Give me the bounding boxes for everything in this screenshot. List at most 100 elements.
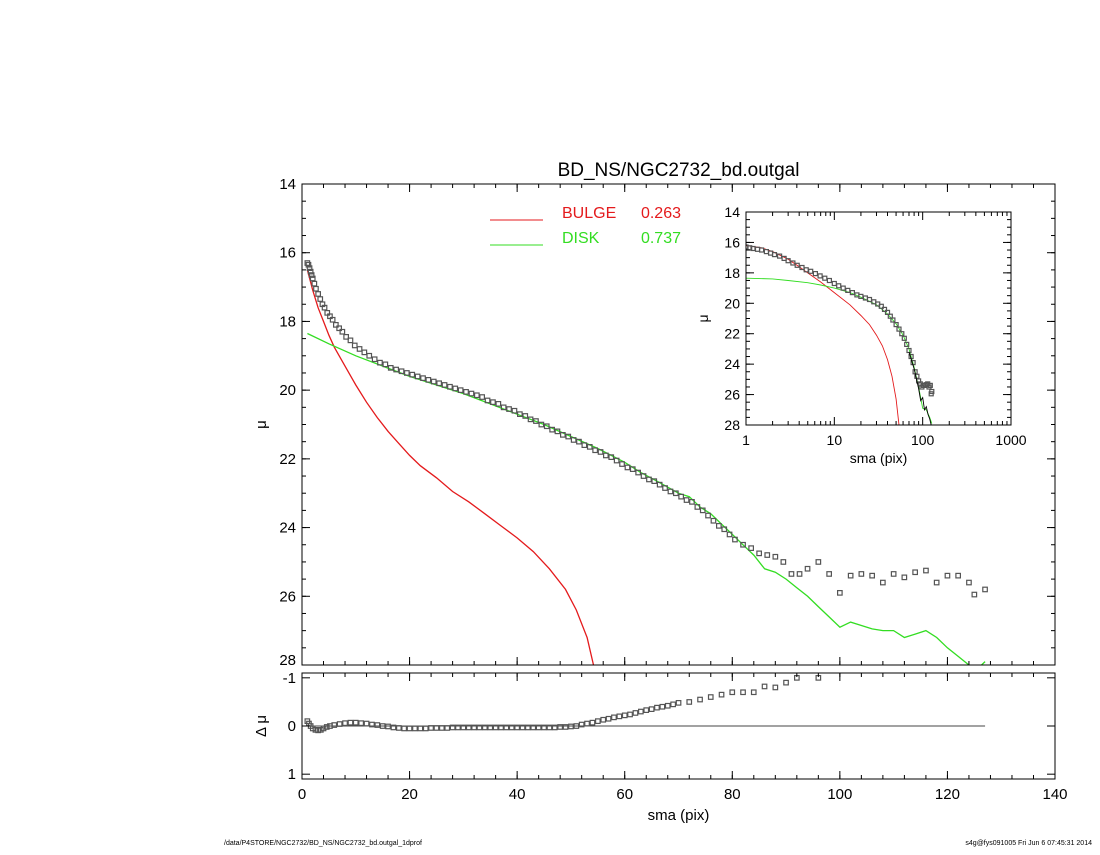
residual-point-43 — [508, 724, 515, 731]
main-point-80 — [672, 490, 679, 497]
residual-point-22 — [396, 725, 402, 731]
main-point-21 — [356, 346, 363, 352]
main-point-17 — [339, 328, 346, 335]
residual-point-62 — [611, 714, 617, 721]
main-point-110 — [912, 569, 919, 576]
residual-point-23 — [401, 725, 407, 732]
residual-point-71 — [659, 703, 666, 710]
main-point-19 — [347, 337, 354, 344]
inset-point-10 — [785, 258, 791, 264]
footer-timestamp: s4g@fys091005 Fri Jun 6 07:45:31 2014 — [965, 840, 1092, 847]
footer-file-path: /data/P4STORE/NGC2732/BD_NS/NGC2732_bd.o… — [224, 840, 422, 847]
main-point-87 — [710, 517, 717, 524]
inset-y-axis-label: μ — [695, 314, 711, 322]
inset-point-31 — [878, 303, 884, 309]
main-point-51 — [516, 411, 523, 417]
residual-ytick-label: -1 — [283, 670, 296, 687]
residual-point-68 — [643, 707, 650, 714]
main-point-117 — [982, 586, 988, 593]
residual-y-axis-label: Δ μ — [253, 715, 270, 737]
inset-point-12 — [794, 262, 800, 268]
main-point-41 — [463, 389, 469, 395]
inset-point-45 — [914, 373, 920, 379]
residual-point-7 — [320, 725, 327, 732]
residual-point-41 — [498, 724, 504, 731]
main-point-75 — [646, 476, 652, 483]
main-point-49 — [506, 406, 512, 412]
inset-xtick-label: 100 — [911, 432, 935, 448]
inset-background — [746, 212, 1011, 425]
main-point-48 — [500, 404, 507, 411]
inset-point-23 — [845, 287, 851, 293]
main-point-63 — [581, 442, 588, 448]
residual-point-65 — [627, 711, 633, 718]
main-ytick-label: 22 — [279, 451, 296, 468]
residual-point-82 — [761, 683, 768, 690]
inset-point-35 — [890, 317, 896, 323]
residual-point-79 — [729, 689, 736, 696]
main-ytick-label: 20 — [279, 382, 296, 399]
residual-xtick-label: 80 — [724, 786, 741, 803]
main-point-88 — [715, 522, 722, 529]
main-point-54 — [533, 418, 539, 424]
main-point-65 — [592, 447, 599, 454]
residual-point-75 — [686, 699, 693, 705]
residual-point-78 — [718, 691, 725, 698]
main-point-60 — [565, 433, 572, 440]
residual-point-21 — [390, 724, 397, 731]
main-point-35 — [430, 378, 437, 385]
residual-point-53 — [562, 724, 569, 730]
main-ytick-label: 26 — [279, 588, 296, 605]
residual-xtick-label: 60 — [616, 786, 633, 803]
main-point-39 — [452, 385, 459, 392]
main-point-30 — [404, 370, 410, 376]
main-point-29 — [398, 368, 405, 375]
residual-ytick-label: 0 — [288, 718, 296, 735]
residual-point-60 — [600, 716, 607, 723]
residual-point-45 — [519, 724, 526, 731]
inset-point-4 — [758, 247, 765, 253]
residual-point-73 — [670, 701, 677, 708]
main-point-95 — [764, 552, 771, 558]
main-point-85 — [699, 507, 706, 514]
main-point-1 — [305, 261, 312, 268]
main-point-104 — [847, 572, 854, 579]
main-point-61 — [570, 437, 577, 443]
main-point-107 — [879, 579, 886, 586]
residual-point-52 — [557, 724, 564, 730]
main-point-94 — [756, 550, 763, 557]
main-point-79 — [667, 488, 674, 495]
main-point-34 — [425, 377, 432, 383]
main-point-103 — [836, 589, 843, 596]
main-point-4 — [308, 272, 315, 278]
chart-title: BD_NS/NGC2732_bd.outgal — [558, 160, 800, 181]
main-point-25 — [377, 359, 383, 366]
main-point-67 — [602, 452, 609, 459]
residual-point-42 — [503, 724, 510, 731]
main-point-46 — [490, 399, 496, 405]
main-point-50 — [511, 407, 518, 414]
main-ytick-label: 24 — [279, 520, 296, 537]
main-point-68 — [608, 454, 615, 460]
main-point-82 — [683, 497, 690, 503]
residual-point-27 — [422, 725, 429, 732]
inset-point-39 — [901, 335, 907, 341]
residual-point-38 — [482, 724, 488, 731]
main-point-72 — [629, 466, 636, 472]
main-ytick-label: 16 — [279, 245, 296, 262]
residual-point-26 — [417, 725, 424, 732]
inset-point-32 — [881, 306, 888, 312]
residual-point-50 — [546, 724, 553, 731]
residual-residual-markers — [304, 674, 822, 734]
legend-value-disk: 0.737 — [641, 230, 681, 247]
main-point-66 — [597, 449, 604, 455]
inset-ytick-label: 16 — [724, 234, 740, 250]
main-point-53 — [527, 416, 534, 423]
main-point-112 — [933, 579, 940, 586]
residual-xtick-label: 140 — [1042, 786, 1067, 803]
inset-ytick-label: 22 — [724, 326, 740, 342]
main-point-47 — [495, 401, 502, 407]
main-point-91 — [732, 536, 738, 543]
inset-point-18 — [822, 275, 828, 281]
